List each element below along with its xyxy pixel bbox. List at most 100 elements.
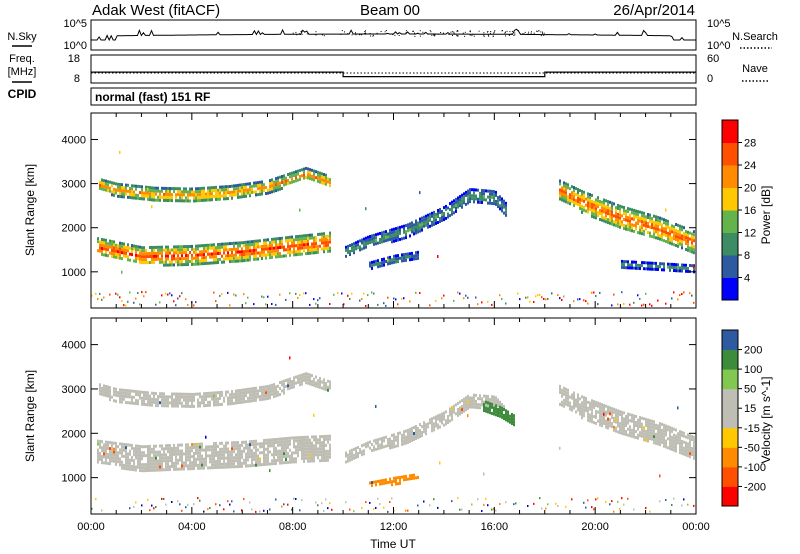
range-cell <box>241 388 243 392</box>
range-cell <box>381 261 383 265</box>
range-cell <box>237 441 239 445</box>
range-cell <box>611 213 613 217</box>
range-cell <box>617 218 619 222</box>
noise-cell <box>611 500 613 503</box>
range-cell <box>583 205 585 209</box>
range-cell <box>231 393 233 397</box>
range-cell <box>391 480 393 484</box>
range-cell <box>599 209 601 212</box>
range-cell <box>299 445 301 449</box>
range-cell <box>693 435 695 439</box>
range-cell <box>221 402 223 406</box>
range-cell <box>691 241 693 245</box>
range-cell <box>169 456 171 460</box>
range-cell <box>319 444 321 448</box>
noise-cell <box>347 294 349 297</box>
range-cell <box>627 222 629 226</box>
range-cell <box>153 462 155 466</box>
range-cell <box>223 465 225 469</box>
range-cell <box>407 226 409 230</box>
nsearch-point <box>299 33 301 35</box>
range-cell <box>433 428 435 432</box>
range-cell <box>593 415 595 419</box>
range-cell <box>123 448 125 452</box>
range-cell <box>287 384 289 388</box>
range-cell <box>289 175 291 179</box>
range-cell <box>115 191 117 195</box>
range-cell <box>197 256 199 260</box>
range-cell <box>293 436 295 440</box>
range-cell <box>293 460 295 464</box>
range-cell <box>389 228 391 232</box>
range-cell <box>229 450 231 454</box>
range-cell <box>215 194 217 198</box>
range-cell <box>381 234 383 238</box>
range-cell <box>121 448 123 452</box>
range-cell <box>185 395 187 399</box>
noise-cell <box>145 291 147 294</box>
range-cell <box>195 392 197 396</box>
range-cell <box>297 377 299 381</box>
range-cell <box>649 437 651 441</box>
range-cell <box>255 398 257 402</box>
range-cell <box>591 399 593 403</box>
range-cell <box>277 185 279 189</box>
range-cell <box>559 390 561 394</box>
range-cell <box>325 434 327 438</box>
range-cell <box>475 393 477 397</box>
range-cell <box>575 398 577 402</box>
range-cell <box>177 248 179 252</box>
range-cell <box>233 259 235 263</box>
range-cell <box>291 460 293 464</box>
range-cell <box>255 454 257 458</box>
range-cell <box>645 267 647 271</box>
range-cell <box>675 263 677 267</box>
range-cell <box>191 253 193 257</box>
range-cell <box>397 257 399 261</box>
noise-cell <box>429 304 431 307</box>
range-cell <box>393 436 395 440</box>
range-cell <box>691 264 693 268</box>
range-cell <box>677 238 679 242</box>
range-cell <box>489 201 491 205</box>
range-cell <box>121 391 123 395</box>
nsearch-point <box>365 32 366 34</box>
range-cell <box>407 255 409 259</box>
range-cell <box>161 447 163 451</box>
range-cell <box>445 216 447 220</box>
range-cell <box>141 390 143 394</box>
nsearch-point <box>509 31 511 33</box>
range-cell <box>257 181 259 185</box>
range-cell <box>353 242 355 246</box>
range-cell <box>619 425 621 429</box>
range-cell <box>481 198 483 201</box>
range-cell <box>143 396 145 400</box>
nsearch-point <box>369 33 371 34</box>
range-cell <box>475 194 477 198</box>
range-cell <box>135 184 137 188</box>
range-cell <box>243 458 245 462</box>
noise-cell <box>499 503 501 505</box>
range-cell <box>229 465 231 469</box>
range-cell <box>347 453 349 457</box>
range-cell <box>369 481 371 485</box>
nsearch-point <box>488 35 490 37</box>
range-cell <box>165 263 167 267</box>
range-cell <box>385 260 387 263</box>
range-cell <box>121 257 123 261</box>
range-cell <box>253 242 255 246</box>
range-cell <box>169 187 171 190</box>
range-cell <box>301 174 303 178</box>
range-cell <box>241 464 243 468</box>
range-cell <box>151 189 153 193</box>
range-cell <box>605 214 607 218</box>
range-cell <box>171 392 173 396</box>
range-cell <box>319 180 321 184</box>
range-cell <box>299 448 301 452</box>
range-cell <box>193 395 195 399</box>
range-cell <box>141 258 143 262</box>
range-cell <box>177 401 179 405</box>
range-cell <box>209 192 211 196</box>
range-cell <box>187 443 189 447</box>
